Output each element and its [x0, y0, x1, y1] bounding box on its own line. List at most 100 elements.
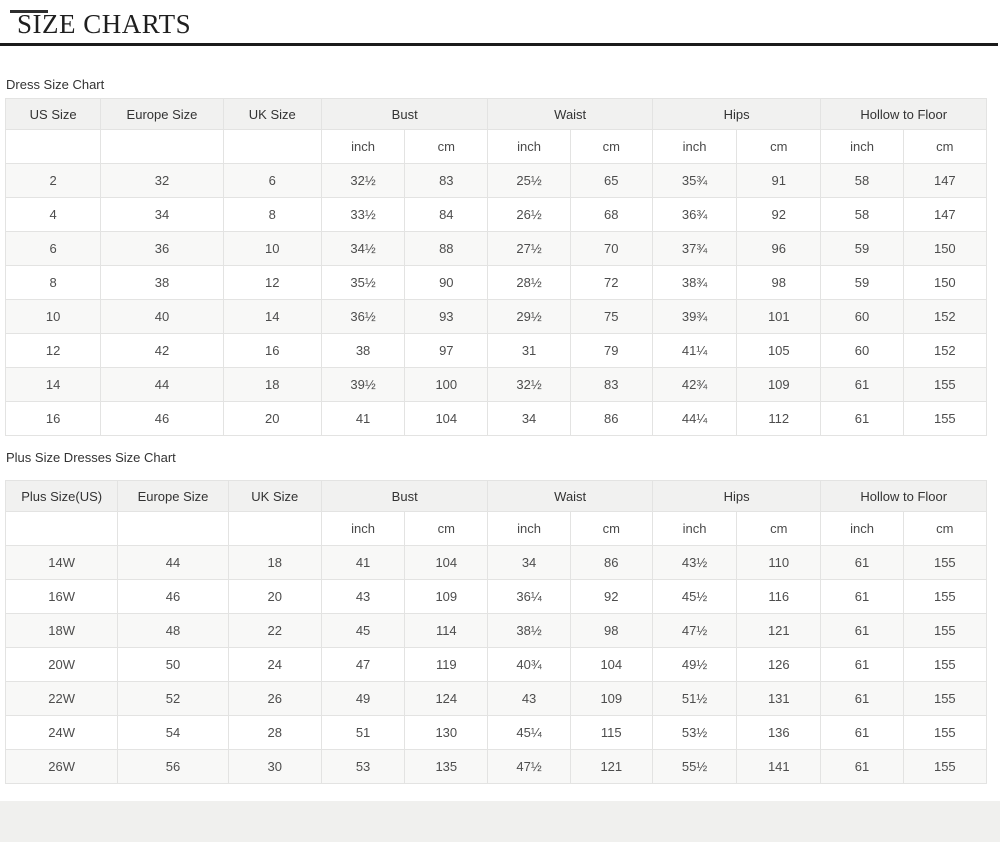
- table-row: 6 36 10 34½ 88 27½ 70 37¾ 96 59 150: [4, 231, 988, 266]
- table-cell: 14: [4, 367, 102, 402]
- table-cell: 65: [569, 163, 653, 198]
- table-cell: 121: [736, 613, 822, 648]
- table-cell: 124: [404, 681, 489, 716]
- table-cell: 86: [569, 401, 653, 436]
- table-cell: 61: [820, 647, 904, 682]
- table-cell: 4: [4, 197, 102, 232]
- table-cell: 38¾: [651, 265, 738, 300]
- table-row: 4 34 8 33½ 84 26½ 68 36¾ 92 58 147: [4, 197, 988, 232]
- table-cell: 72: [569, 265, 653, 300]
- table-cell: 91: [736, 163, 822, 198]
- table-cell: 36½: [320, 299, 406, 334]
- table-cell: 60: [820, 333, 904, 368]
- top-edge-artifact: [10, 10, 48, 13]
- table-cell: 116: [736, 579, 822, 614]
- table-row: 14W 44 18 41 104 34 86 43½ 110 61 155: [4, 545, 988, 580]
- table-cell: 14: [222, 299, 322, 334]
- table-cell: 34: [487, 401, 571, 436]
- table-cell: 44¼: [651, 401, 738, 436]
- column-header: Bust: [320, 480, 489, 512]
- table-cell: 27½: [487, 231, 571, 266]
- table-cell: 101: [736, 299, 822, 334]
- table-cell: 38: [100, 265, 224, 300]
- title-rule: [0, 43, 998, 46]
- table-cell: 37¾: [651, 231, 738, 266]
- table-cell: 20: [222, 401, 322, 436]
- table-cell: 22: [227, 613, 322, 648]
- table-cell: 2: [4, 163, 102, 198]
- table-cell: 25½: [487, 163, 571, 198]
- table-cell: 36¾: [651, 197, 738, 232]
- unit-header: cm: [736, 129, 822, 164]
- unit-header: cm: [404, 129, 489, 164]
- table-cell: 126: [736, 647, 822, 682]
- table-cell: 31: [487, 333, 571, 368]
- table-cell: 42: [100, 333, 224, 368]
- unit-header-empty: [100, 129, 224, 164]
- table-cell: 130: [404, 715, 489, 750]
- table-cell: 155: [902, 367, 988, 402]
- table-cell: 86: [569, 545, 653, 580]
- unit-header: inch: [487, 511, 571, 546]
- table-cell: 141: [736, 749, 822, 784]
- unit-header-row: inch cm inch cm inch cm inch cm: [4, 511, 988, 546]
- table-cell: 44: [117, 545, 229, 580]
- table-cell: 42¾: [651, 367, 738, 402]
- table-cell: 50: [117, 647, 229, 682]
- table-cell: 28½: [487, 265, 571, 300]
- table-cell: 83: [569, 367, 653, 402]
- table-cell: 59: [820, 265, 904, 300]
- table-cell: 33½: [320, 197, 406, 232]
- table-cell: 46: [117, 579, 229, 614]
- table-cell: 40: [100, 299, 224, 334]
- table-cell: 51: [320, 715, 406, 750]
- table-cell: 16W: [4, 579, 119, 614]
- table-cell: 6: [222, 163, 322, 198]
- table-cell: 32: [100, 163, 224, 198]
- table-row: 16W 46 20 43 109 36¼ 92 45½ 116 61 155: [4, 579, 988, 614]
- unit-header-empty: [222, 129, 322, 164]
- table-cell: 131: [736, 681, 822, 716]
- table-cell: 8: [222, 197, 322, 232]
- table-row: 26W 56 30 53 135 47½ 121 55½ 141 61 155: [4, 749, 988, 784]
- footer-background-band: [0, 801, 1000, 842]
- table-cell: 12: [4, 333, 102, 368]
- table-row: 8 38 12 35½ 90 28½ 72 38¾ 98 59 150: [4, 265, 988, 300]
- table-cell: 155: [902, 749, 988, 784]
- table-cell: 135: [404, 749, 489, 784]
- unit-header-empty: [117, 511, 229, 546]
- table-cell: 40¾: [487, 647, 571, 682]
- table-cell: 39¾: [651, 299, 738, 334]
- table-cell: 26½: [487, 197, 571, 232]
- table-cell: 20W: [4, 647, 119, 682]
- table-row: 16 46 20 41 104 34 86 44¼ 112 61 155: [4, 401, 988, 436]
- table-cell: 92: [569, 579, 653, 614]
- table-cell: 41¼: [651, 333, 738, 368]
- table-cell: 75: [569, 299, 653, 334]
- table-cell: 110: [736, 545, 822, 580]
- table-cell: 10: [222, 231, 322, 266]
- table-row: 10 40 14 36½ 93 29½ 75 39¾ 101 60 152: [4, 299, 988, 334]
- table-row: 2 32 6 32½ 83 25½ 65 35¾ 91 58 147: [4, 163, 988, 198]
- table-cell: 35¾: [651, 163, 738, 198]
- table-cell: 121: [569, 749, 653, 784]
- table-cell: 70: [569, 231, 653, 266]
- table-cell: 45½: [651, 579, 738, 614]
- table-cell: 83: [404, 163, 489, 198]
- column-header: Hollow to Floor: [820, 98, 987, 130]
- table-cell: 88: [404, 231, 489, 266]
- table-cell: 93: [404, 299, 489, 334]
- table-cell: 52: [117, 681, 229, 716]
- unit-header: cm: [569, 129, 653, 164]
- table-cell: 155: [902, 401, 988, 436]
- table-cell: 49½: [651, 647, 738, 682]
- table-row: 24W 54 28 51 130 45¼ 115 53½ 136 61 155: [4, 715, 988, 750]
- table-cell: 18: [222, 367, 322, 402]
- table-cell: 41: [320, 545, 406, 580]
- table-cell: 36: [100, 231, 224, 266]
- table-cell: 10: [4, 299, 102, 334]
- table-cell: 34: [487, 545, 571, 580]
- table-row: 22W 52 26 49 124 43 109 51½ 131 61 155: [4, 681, 988, 716]
- unit-header: inch: [651, 511, 738, 546]
- table-cell: 22W: [4, 681, 119, 716]
